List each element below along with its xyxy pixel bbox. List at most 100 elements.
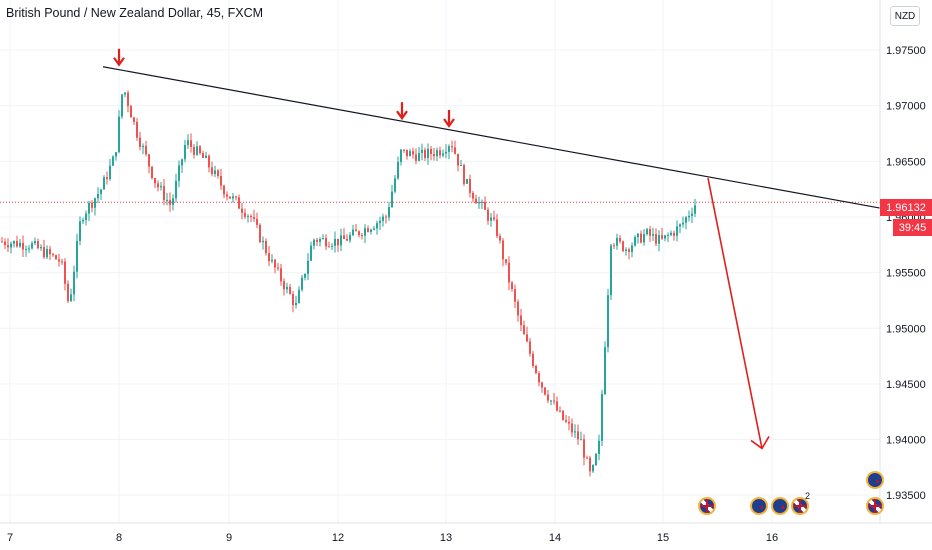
- candle: [472, 190, 474, 203]
- candle: [277, 262, 279, 271]
- price-tick-label: 1.97500: [886, 45, 926, 57]
- candle: [265, 238, 267, 256]
- candle: [448, 144, 450, 160]
- candle: [292, 291, 294, 313]
- candle: [502, 238, 504, 267]
- candle: [553, 393, 555, 405]
- candle: [217, 168, 219, 179]
- candle: [529, 338, 531, 357]
- candle: [178, 160, 180, 188]
- candle: [475, 194, 477, 204]
- candle: [37, 238, 39, 250]
- candle: [463, 163, 465, 187]
- nz-flag-icon[interactable]: [750, 497, 768, 515]
- candle: [193, 144, 195, 159]
- candle: [598, 434, 600, 461]
- candle: [550, 399, 552, 406]
- candle: [316, 237, 318, 246]
- candle: [454, 140, 456, 155]
- candle: [49, 245, 51, 261]
- candle: [109, 158, 111, 181]
- time-tick-label: 8: [116, 532, 122, 544]
- candle: [658, 230, 660, 252]
- nz-flag-icon[interactable]: [866, 471, 884, 489]
- candle: [607, 288, 609, 353]
- time-tick-label: 12: [332, 532, 344, 544]
- candle: [205, 151, 207, 159]
- candle: [487, 207, 489, 225]
- candle: [298, 286, 300, 304]
- candle: [250, 214, 252, 222]
- candle: [400, 148, 402, 166]
- candle: [64, 258, 66, 291]
- candle: [70, 288, 72, 303]
- chart-grid: [0, 0, 880, 523]
- time-tick-label: 13: [440, 532, 452, 544]
- candle: [274, 258, 276, 274]
- candle: [304, 273, 306, 281]
- candle: [604, 341, 606, 396]
- candle: [91, 200, 93, 213]
- candle: [295, 295, 297, 309]
- event-count-badge: 2: [805, 491, 811, 501]
- price-tick-label: 1.97000: [886, 101, 926, 113]
- candle: [640, 230, 642, 244]
- candle: [166, 192, 168, 206]
- candle: [682, 216, 684, 228]
- candle: [199, 145, 201, 155]
- candle: [139, 131, 141, 151]
- candle: [73, 265, 75, 302]
- candle: [580, 431, 582, 441]
- candle: [688, 210, 690, 222]
- candle: [403, 149, 405, 153]
- candle: [415, 148, 417, 165]
- candle: [499, 233, 501, 244]
- candle: [121, 94, 123, 119]
- candle: [421, 143, 423, 161]
- candle: [118, 110, 120, 154]
- candle: [412, 147, 414, 159]
- time-tick-label: 7: [7, 532, 13, 544]
- candle: [478, 196, 480, 209]
- candle: [358, 230, 360, 238]
- candle: [391, 184, 393, 208]
- candle: [19, 239, 21, 248]
- uk-flag-icon[interactable]: [698, 497, 716, 515]
- candle: [505, 259, 507, 266]
- time-tick-label: 16: [766, 532, 778, 544]
- uk-flag-icon[interactable]: [791, 497, 809, 515]
- resistance-trendline: [102, 66, 881, 209]
- candle: [337, 238, 339, 252]
- candle: [622, 240, 624, 253]
- candle: [517, 299, 519, 322]
- price-tick-label: 1.93500: [886, 490, 926, 502]
- candle: [667, 232, 669, 242]
- candle: [427, 143, 429, 165]
- candle: [88, 200, 90, 221]
- candle: [31, 241, 33, 250]
- candle: [469, 174, 471, 198]
- candle: [601, 389, 603, 447]
- candle: [169, 192, 171, 212]
- candle: [457, 153, 459, 172]
- nz-flag-icon[interactable]: [771, 497, 789, 515]
- candle: [577, 424, 579, 446]
- candle: [541, 381, 543, 393]
- candle: [514, 284, 516, 309]
- candle: [238, 194, 240, 209]
- candle: [562, 410, 564, 421]
- candle: [10, 241, 12, 254]
- candle: [679, 223, 681, 234]
- candle: [652, 227, 654, 242]
- candle: [283, 278, 285, 296]
- currency-label[interactable]: NZD: [890, 6, 920, 26]
- candle: [439, 146, 441, 159]
- candle: [46, 245, 48, 260]
- uk-flag-icon[interactable]: [866, 497, 884, 515]
- candle: [223, 184, 225, 199]
- candle: [442, 149, 444, 158]
- symbol-title[interactable]: British Pound / New Zealand Dollar, 45, …: [6, 6, 264, 20]
- candle: [4, 238, 6, 249]
